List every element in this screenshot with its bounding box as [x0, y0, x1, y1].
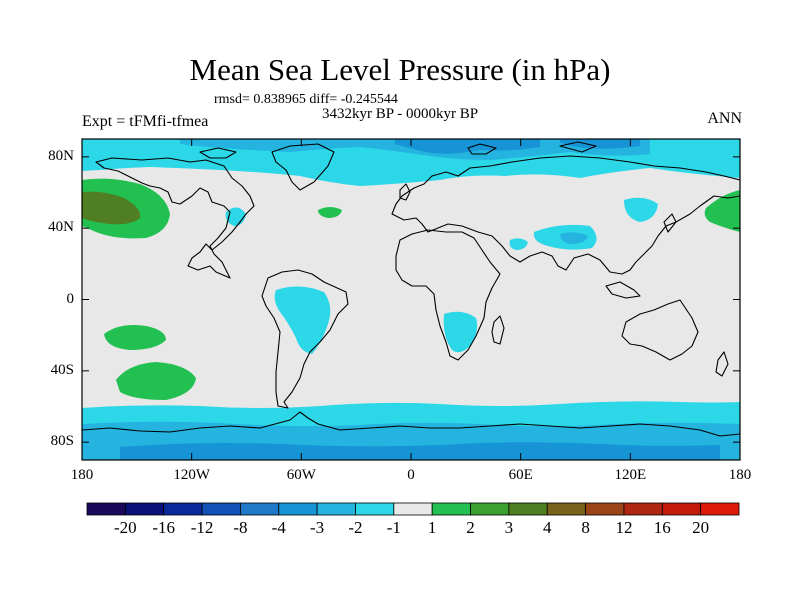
- coast-antarctica: [82, 411, 740, 437]
- colorbar-label: 16: [653, 518, 671, 537]
- arctic-low-core: [395, 139, 540, 154]
- y-tick-label: 80S: [50, 433, 74, 450]
- colorbar-swatch: [546, 502, 586, 516]
- x-tick-label: 60W: [286, 467, 316, 483]
- colorbar-label: -8: [233, 518, 248, 537]
- experiment-label: Expt = tFMfi-tfmea: [82, 113, 209, 130]
- colorbar-label: -2: [348, 518, 363, 537]
- colorbar-swatch: [508, 502, 548, 516]
- colorbar-swatch: [316, 502, 356, 516]
- colorbar-label: 8: [581, 518, 590, 537]
- atlantic-high-small: [318, 207, 342, 218]
- arctic-low-core-east: [560, 139, 640, 149]
- period-label: 3432kyr BP - 0000kyr BP: [322, 106, 479, 122]
- colorbar-label: -3: [310, 518, 325, 537]
- colorbar-label: -1: [386, 518, 401, 537]
- colorbar-label: -20: [114, 518, 137, 537]
- coast-north-america: [95, 157, 255, 279]
- colorbar-swatch: [124, 502, 165, 516]
- colorbar-label: 20: [692, 518, 710, 537]
- colorbar-swatch: [86, 502, 126, 516]
- south-pacific-high-north: [104, 325, 166, 350]
- colorbar-label: 4: [542, 518, 552, 537]
- map-area: [82, 139, 740, 460]
- colorbar-label: -12: [190, 518, 214, 537]
- southern-africa-low: [443, 311, 478, 353]
- south-pacific-high-south: [116, 362, 196, 400]
- coast-madagascar: [491, 315, 505, 345]
- colorbar-swatch: [240, 502, 280, 516]
- x-tick-label: 180: [70, 467, 94, 483]
- x-tick-label: 180: [728, 467, 752, 483]
- colorbar-swatch: [278, 502, 318, 516]
- x-tick-label: 120E: [614, 467, 647, 483]
- axis-ticks: [81, 139, 741, 460]
- colorbar-swatch: [700, 502, 740, 516]
- map-title: Mean Sea Level Pressure (in hPa): [189, 52, 611, 87]
- y-tick-label: 40S: [50, 361, 74, 378]
- colorbar-label: -4: [271, 518, 286, 537]
- coast-eurasia: [391, 155, 740, 275]
- colorbar-label: 2: [466, 518, 475, 537]
- west-pacific-high: [704, 190, 740, 232]
- y-tick-label: 0: [66, 290, 75, 307]
- season-label: ANN: [707, 110, 742, 127]
- colorbar-swatch: [393, 502, 433, 516]
- coast-south-america: [261, 269, 349, 409]
- coastlines: [82, 141, 740, 437]
- colorbar-swatch: [355, 502, 395, 516]
- colorbar-swatch: [163, 502, 203, 516]
- x-tick-label: 60E: [508, 467, 533, 483]
- colorbar-swatch: [431, 502, 471, 516]
- y-tick-label: 40N: [48, 219, 74, 236]
- west-asia-low: [509, 238, 528, 250]
- x-tick-label: 0: [407, 467, 415, 483]
- antarctic-low-core: [120, 442, 720, 460]
- coast-new-zealand: [715, 351, 729, 377]
- coast-greenland: [271, 143, 335, 191]
- central-asia-low-core: [560, 232, 588, 244]
- aleutian-high-core: [82, 191, 141, 225]
- coast-arctic-islands: [199, 141, 597, 159]
- coast-australia: [621, 299, 699, 361]
- coast-british-isles: [399, 183, 411, 201]
- coast-japan: [663, 213, 677, 233]
- colorbar-label: 3: [504, 518, 514, 537]
- colorbar-swatch: [585, 502, 625, 516]
- east-asia-low: [624, 197, 658, 222]
- x-tick-label: 120W: [173, 467, 210, 483]
- colorbar-swatch: [470, 502, 510, 516]
- colorbar-label: 1: [427, 518, 437, 537]
- colorbar-swatch: [201, 502, 241, 516]
- y-tick-label: 80N: [48, 147, 74, 164]
- colorbar-label: 12: [615, 518, 633, 537]
- colorbar-label: -16: [152, 518, 176, 537]
- stats-line: rmsd= 0.838965 diff= -0.245544: [214, 92, 398, 107]
- colorbar-swatch: [661, 502, 702, 516]
- coast-indonesia: [605, 281, 641, 299]
- coast-africa: [395, 229, 501, 361]
- colorbar-swatch: [623, 502, 663, 516]
- south-america-low: [274, 286, 331, 354]
- colorbar: [86, 502, 740, 516]
